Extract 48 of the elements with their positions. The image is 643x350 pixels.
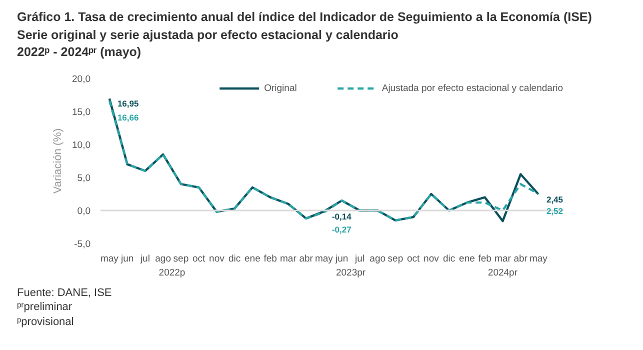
x-tick-label: feb	[264, 254, 277, 264]
y-axis-title: Variación (%)	[52, 128, 64, 194]
x-tick-label: may	[314, 254, 334, 264]
y-tick-label: 15,0	[72, 107, 91, 118]
x-tick-label: nov	[424, 254, 440, 264]
x-tick-label: nov	[209, 254, 225, 264]
x-tick-label: ago	[155, 254, 171, 264]
x-tick-label: oct	[192, 254, 206, 264]
data-label: -0,27	[332, 224, 352, 234]
data-label: 16,66	[117, 112, 139, 123]
x-tick-label: ene	[459, 254, 475, 264]
y-tick-label: 0,0	[77, 206, 91, 217]
chart-title: Gráfico 1. Tasa de crecimiento anual del índice del Indicador de Seguimiento a la Economía (ISE)	[17, 10, 592, 24]
text: 2023pr	[336, 268, 366, 278]
legend-label: Ajustada por efecto estacional y calendario	[382, 82, 563, 94]
x-tick-label: may	[530, 254, 548, 264]
x-tick-label: jun	[120, 254, 134, 264]
x-tick-label: sep	[388, 254, 404, 264]
x-tick-label: may	[100, 254, 119, 264]
source-note: Fuente: DANE, ISE	[17, 286, 112, 300]
x-tick-label: oct	[407, 254, 420, 264]
y-tick-label: -5,0	[74, 239, 91, 250]
data-label: -0,14	[332, 211, 352, 222]
data-label: 16,95	[117, 98, 139, 109]
text: ᵖprovisional	[17, 314, 75, 329]
x-tick-label: mar	[280, 254, 296, 264]
x-tick-label: jul	[354, 254, 364, 264]
x-tick-label: dic	[443, 254, 456, 264]
x-tick-label: feb	[478, 254, 492, 264]
legend-label: Original	[264, 82, 297, 94]
data-label: 2,45	[546, 194, 564, 204]
chart-subtitle: Serie original y serie ajustada por efecto estacional y calendario 2022ᵖ - 2024ᵖʳ (mayo)	[17, 28, 398, 59]
y-tick-label: 10,0	[72, 140, 91, 151]
x-tick-label: mar	[494, 254, 511, 264]
text: 2022p	[158, 268, 186, 278]
y-tick-label: 5,0	[77, 173, 91, 184]
x-tick-label: sep	[173, 254, 189, 264]
x-tick-label: ago	[370, 254, 386, 264]
x-tick-label: jul	[139, 254, 150, 264]
y-tick-label: 20,0	[72, 74, 91, 85]
text: ᵖʳpreliminar	[17, 300, 74, 315]
x-tick-label: abr	[514, 254, 528, 264]
x-tick-label: jun	[334, 254, 348, 264]
x-tick-label: dic	[228, 254, 241, 264]
text: 2024pr	[488, 268, 518, 278]
x-tick-label: ene	[244, 254, 260, 264]
data-label: 2,52	[546, 206, 564, 216]
x-tick-label: abr	[299, 254, 313, 264]
